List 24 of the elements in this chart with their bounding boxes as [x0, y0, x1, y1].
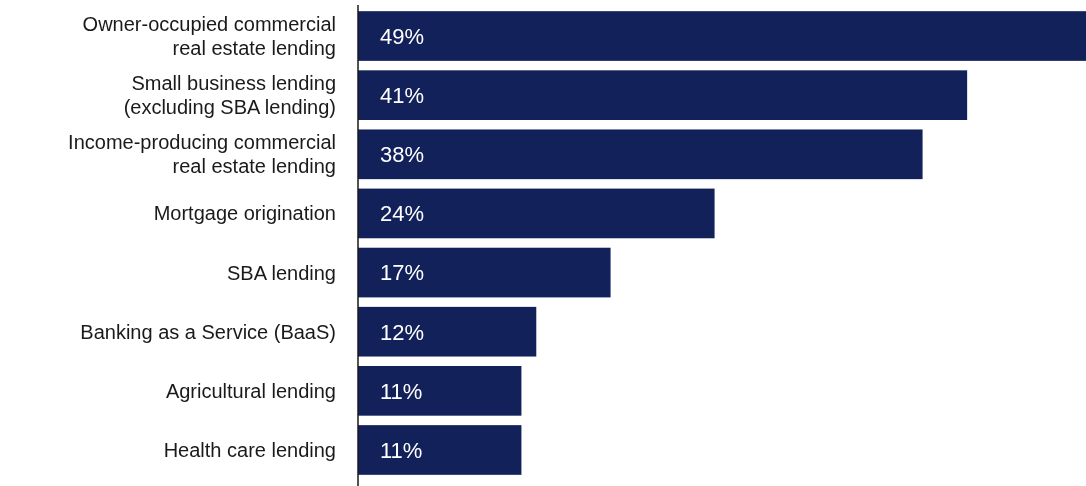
- y-tick-label: Banking as a Service (BaaS): [80, 320, 336, 343]
- bar: [358, 425, 522, 475]
- y-tick-label: Income-producing commercial real estate lending: [68, 131, 336, 178]
- y-tick-label: Small business lending (excluding SBA lending): [123, 72, 336, 119]
- data-label: 49%: [380, 23, 425, 49]
- y-tick-label: Health care lending: [163, 438, 336, 461]
- data-label: 41%: [380, 83, 425, 109]
- y-tick-label: Mortgage origination: [153, 202, 336, 225]
- y-tick-label: Owner-occupied commercial real estate lending: [82, 13, 336, 60]
- bar: [358, 247, 611, 298]
- bar: [358, 366, 522, 416]
- data-label: 17%: [380, 260, 425, 286]
- bar: [358, 11, 1086, 61]
- data-label: 11%: [380, 437, 423, 463]
- bar: [358, 306, 537, 357]
- y-tick-label: Agricultural lending: [165, 379, 336, 402]
- data-label: 12%: [380, 319, 425, 345]
- bar: [358, 129, 923, 180]
- y-tick-label: SBA lending: [227, 261, 336, 284]
- data-label: 38%: [380, 142, 425, 168]
- data-label: 24%: [380, 201, 425, 227]
- bar: [358, 70, 968, 120]
- bar: [358, 188, 715, 239]
- data-label: 11%: [380, 378, 423, 404]
